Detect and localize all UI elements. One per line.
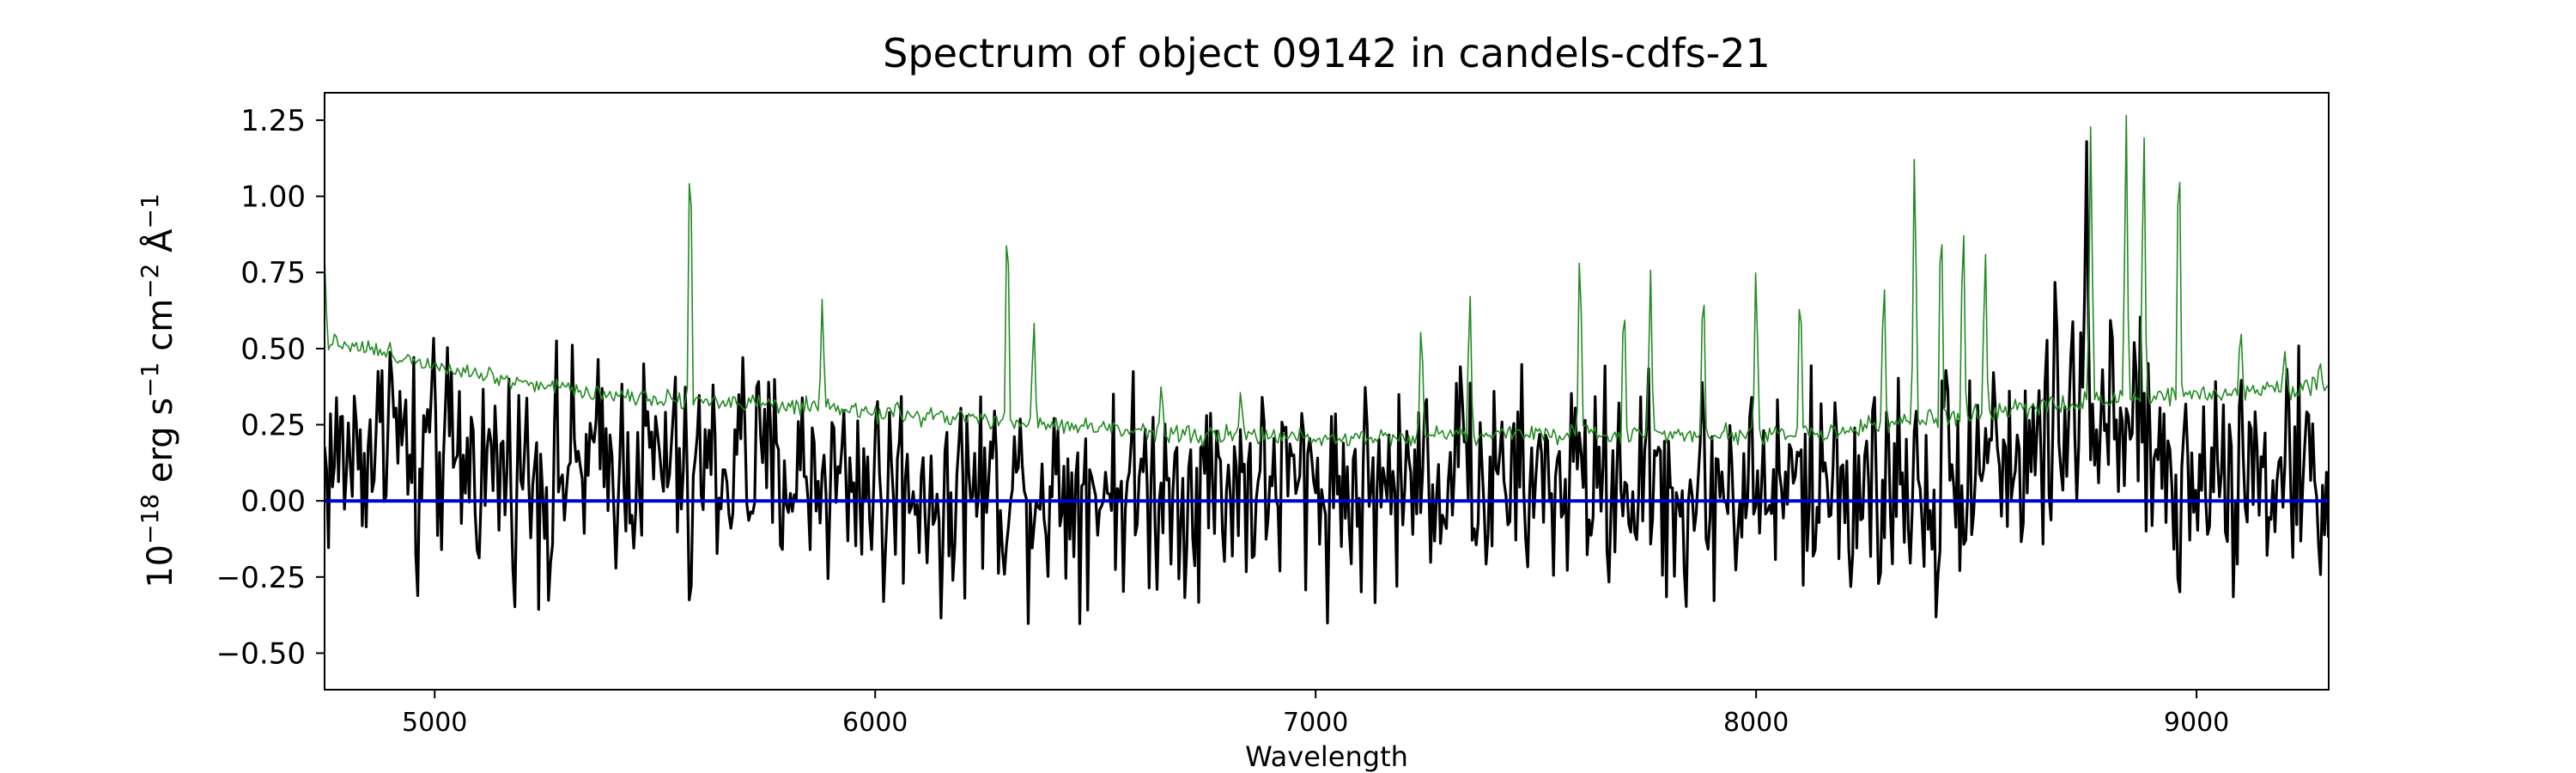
y-tick-label: 1.25 [240,104,306,138]
plot-frame [324,92,2330,691]
y-axis-label-base: 10 [141,545,180,588]
y-axis-label-exp: −18 [136,494,164,545]
y-tick-label: −0.25 [216,561,306,595]
x-tick-label: 7000 [1283,708,1348,738]
x-tick-label: 5000 [402,708,467,738]
x-axis-label: Wavelength [1245,740,1408,773]
y-axis-label-exp-cm: −2 [136,264,164,299]
y-tick-label: 0.75 [240,256,306,290]
y-axis-label-exp-angstrom: −1 [136,193,164,228]
y-axis-label: 10−18 erg s−1 cm−2 Å−1 [136,193,180,588]
series-line-1 [325,114,2329,447]
y-tick-label: 0.25 [240,409,306,443]
y-tick-label: 1.00 [240,180,306,215]
series-line-0 [325,140,2329,625]
y-tick-label: −0.50 [216,636,306,671]
y-axis: −0.50 −0.25 0.00 0.25 0.50 0.75 1.00 1.25 [216,104,325,671]
x-tick-label: 9000 [2164,708,2229,738]
y-tick-label: 0.00 [240,484,306,519]
y-axis-label-cm: cm [141,299,180,362]
y-axis-label-erg: erg s [141,398,180,494]
y-axis-label-exp-s: −1 [136,362,164,398]
x-tick-label: 8000 [1723,708,1789,738]
x-axis: 5000 6000 7000 8000 9000 [402,690,2229,738]
chart-title: Spectrum of object 09142 in candels-cdfs… [883,30,1771,76]
y-tick-label: 0.50 [240,332,306,367]
y-axis-label-angstrom: Å [139,228,180,264]
x-tick-label: 6000 [842,708,908,738]
